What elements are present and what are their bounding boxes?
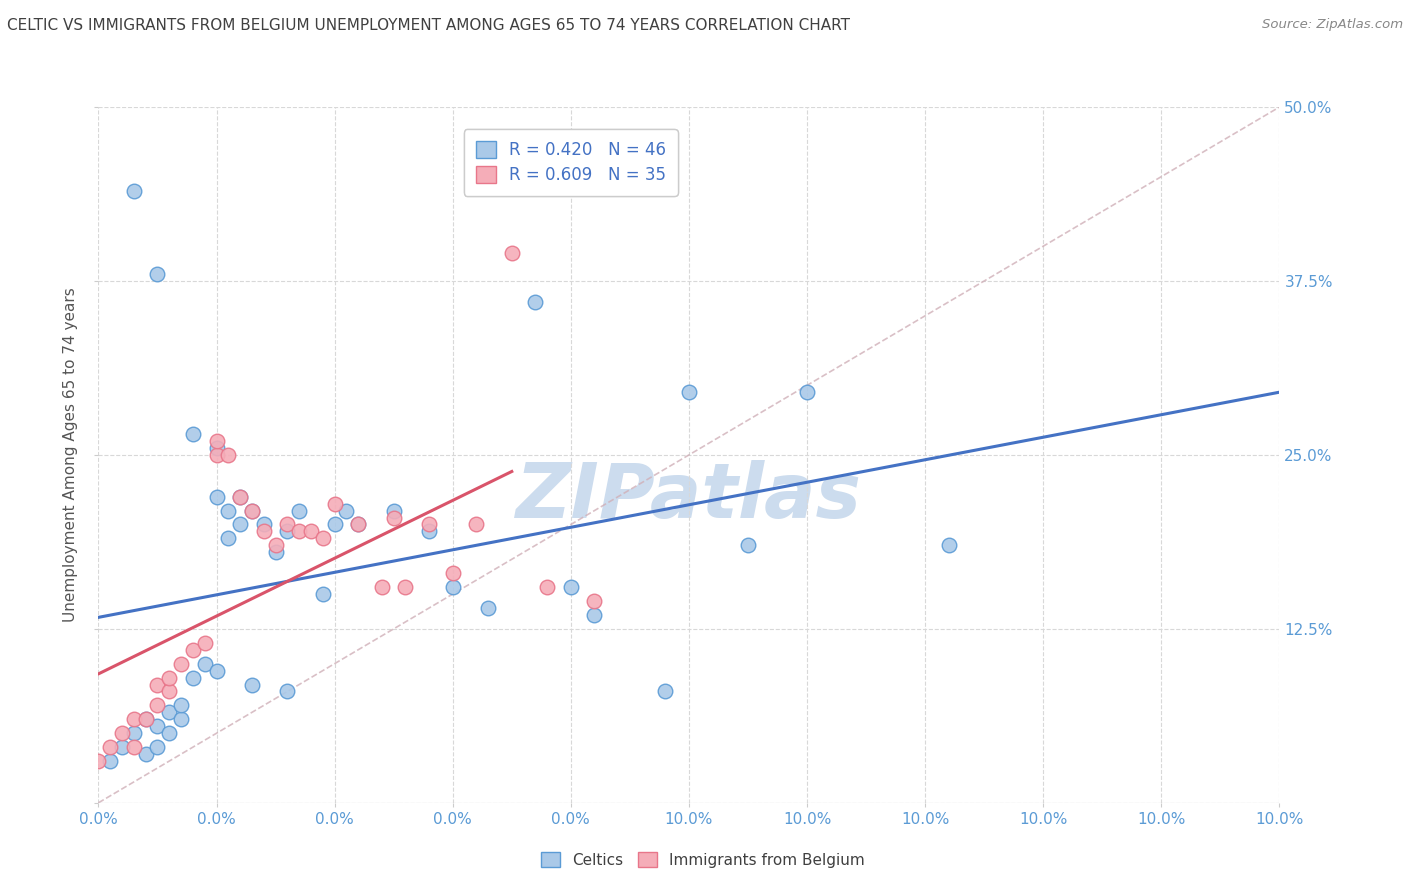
Point [240, 503, 263, 517]
Point [312, 587, 335, 601]
Point [240, 677, 263, 691]
Point [170, 698, 193, 713]
Point [253, 517, 276, 532]
Point [382, 503, 405, 517]
Point [347, 517, 370, 532]
Y-axis label: Unemployment Among Ages 65 to 74 years: Unemployment Among Ages 65 to 74 years [63, 287, 79, 623]
Point [288, 524, 311, 539]
Point [229, 490, 252, 504]
Point [276, 517, 298, 532]
Point [146, 740, 169, 755]
Point [111, 726, 134, 740]
Point [146, 267, 169, 281]
Point [122, 184, 145, 198]
Point [288, 503, 311, 517]
Point [229, 517, 252, 532]
Point [146, 719, 169, 733]
Point [157, 726, 180, 740]
Point [347, 517, 370, 532]
Point [157, 684, 180, 698]
Point [98, 740, 121, 755]
Point [205, 448, 228, 462]
Point [157, 671, 180, 685]
Point [181, 671, 204, 685]
Point [229, 490, 252, 504]
Point [205, 434, 228, 448]
Point [654, 684, 676, 698]
Point [465, 517, 488, 532]
Point [194, 657, 217, 671]
Point [371, 580, 394, 594]
Point [796, 385, 818, 400]
Point [264, 538, 287, 552]
Point [678, 385, 700, 400]
Point [382, 510, 405, 524]
Point [418, 524, 440, 539]
Point [205, 490, 228, 504]
Point [264, 545, 287, 559]
Point [181, 642, 204, 657]
Point [938, 538, 960, 552]
Point [98, 754, 121, 768]
Text: Source: ZipAtlas.com: Source: ZipAtlas.com [1263, 18, 1403, 31]
Point [536, 580, 558, 594]
Point [205, 441, 228, 455]
Point [122, 712, 145, 726]
Point [135, 712, 157, 726]
Point [217, 503, 239, 517]
Point [323, 517, 346, 532]
Point [418, 517, 440, 532]
Point [299, 524, 322, 539]
Point [205, 664, 228, 678]
Point [170, 712, 193, 726]
Point [560, 580, 582, 594]
Point [737, 538, 759, 552]
Point [170, 657, 193, 671]
Point [146, 698, 169, 713]
Point [122, 740, 145, 755]
Point [157, 706, 180, 720]
Point [441, 580, 464, 594]
Point [323, 497, 346, 511]
Point [111, 740, 134, 755]
Point [135, 712, 157, 726]
Text: CELTIC VS IMMIGRANTS FROM BELGIUM UNEMPLOYMENT AMONG AGES 65 TO 74 YEARS CORRELA: CELTIC VS IMMIGRANTS FROM BELGIUM UNEMPL… [7, 18, 851, 33]
Point [146, 677, 169, 691]
Point [217, 532, 239, 546]
Text: ZIPatlas: ZIPatlas [516, 459, 862, 533]
Legend: R = 0.420   N = 46, R = 0.609   N = 35: R = 0.420 N = 46, R = 0.609 N = 35 [464, 129, 678, 195]
Point [583, 594, 606, 608]
Point [441, 566, 464, 581]
Point [135, 747, 157, 761]
Point [524, 294, 547, 309]
Point [276, 524, 298, 539]
Point [276, 684, 298, 698]
Point [240, 503, 263, 517]
Point [194, 636, 217, 650]
Legend: Celtics, Immigrants from Belgium: Celtics, Immigrants from Belgium [534, 844, 872, 875]
Point [217, 448, 239, 462]
Point [335, 503, 357, 517]
Point [312, 532, 335, 546]
Point [583, 607, 606, 622]
Point [394, 580, 416, 594]
Point [87, 754, 110, 768]
Point [477, 601, 499, 615]
Point [253, 524, 276, 539]
Point [501, 246, 523, 260]
Point [122, 726, 145, 740]
Point [181, 427, 204, 442]
